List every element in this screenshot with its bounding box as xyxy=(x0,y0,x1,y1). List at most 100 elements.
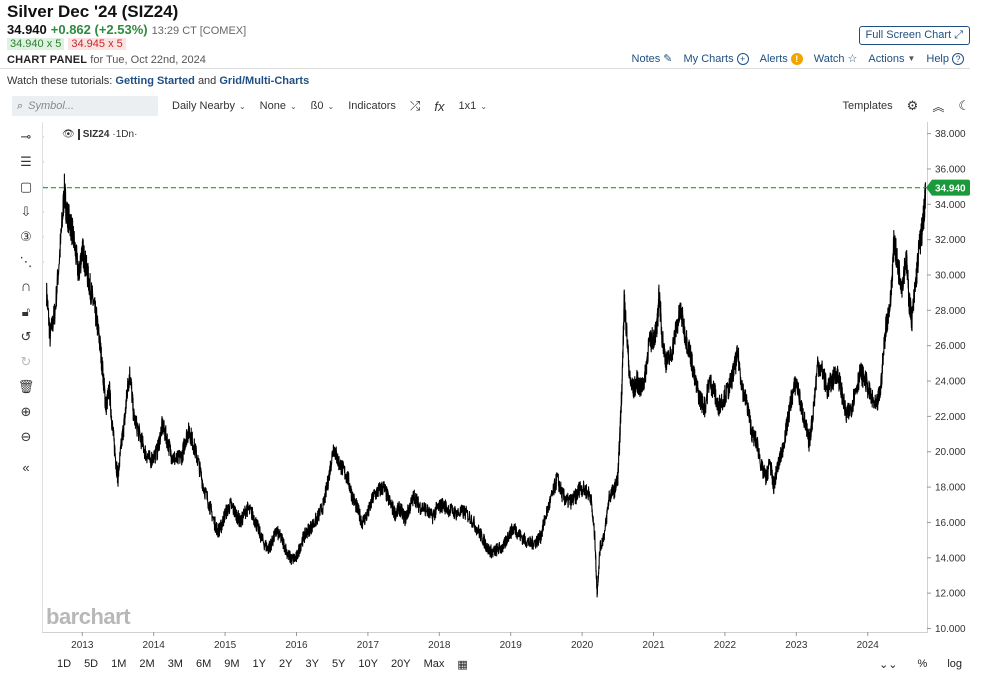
period-button-3y[interactable]: 3Y xyxy=(305,658,319,670)
chevron-down-icon: ⌄ xyxy=(289,101,297,111)
y-tick-label: 24.000 xyxy=(935,377,966,388)
zoom-in-icon[interactable]: ⊕ xyxy=(20,403,32,419)
chart-panel-label: CHART PANEL for Tue, Oct 22nd, 2024 xyxy=(7,54,206,66)
caret-down-icon: ▼ xyxy=(907,54,916,63)
question-icon: ? xyxy=(952,52,964,65)
y-tick-label: 26.000 xyxy=(935,341,966,352)
y-tick-label: 22.000 xyxy=(935,412,966,423)
period-button-9m[interactable]: 9M xyxy=(224,658,240,670)
percent-toggle[interactable]: % xyxy=(917,658,928,670)
y-tick-label: 20.000 xyxy=(935,447,966,458)
drawing-tools-sidebar: ⊸ › ☰ › ▢ › ⇩ › ③ › ⋱ › ∩ 🔓︎ ↺ ↻ 🗑︎ ⊕ ⊖ « xyxy=(12,124,44,480)
ask-badge: 34.945 x 5 xyxy=(68,38,126,50)
y-tick-label: 36.000 xyxy=(935,164,966,175)
collapse-sidebar-icon[interactable]: « xyxy=(22,460,30,475)
alerts-link[interactable]: Alerts! xyxy=(759,52,803,65)
plus-circle-icon: + xyxy=(736,52,749,65)
x-tick-label: 2018 xyxy=(428,640,451,651)
calendar-icon[interactable]: ▦ xyxy=(457,659,468,671)
y-tick-label: 28.000 xyxy=(935,306,966,317)
actions-menu[interactable]: Actions ▼ xyxy=(868,53,915,65)
tutorials-line: Watch these tutorials: Getting Started a… xyxy=(7,75,309,87)
collapse-up-icon[interactable]: ︽ xyxy=(932,99,945,114)
search-icon: ⌕ xyxy=(17,99,24,112)
watch-link[interactable]: Watch ☆ xyxy=(814,52,858,66)
actions-label: Actions xyxy=(868,52,905,65)
full-screen-label: Full Screen Chart xyxy=(865,29,952,41)
bottom-right-controls: ⌄⌄ % log xyxy=(879,658,962,671)
quote-time: 13:29 CT [COMEX] xyxy=(151,25,247,37)
y-tick-label: 14.000 xyxy=(935,553,966,564)
period-button-1m[interactable]: 1M xyxy=(111,658,127,670)
period-button-2m[interactable]: 2M xyxy=(139,658,155,670)
period-button-3m[interactable]: 3M xyxy=(167,658,183,670)
period-button-1d[interactable]: 1D xyxy=(57,658,72,670)
eye-icon[interactable]: 👁︎ xyxy=(62,129,75,140)
gear-icon[interactable]: ⚙ xyxy=(906,98,919,113)
lock-icon[interactable]: 🔓︎ xyxy=(21,303,31,319)
y-tick-label: 34.000 xyxy=(935,200,966,211)
tutorials-prefix: Watch these tutorials: xyxy=(7,75,113,87)
panel-date: for Tue, Oct 22nd, 2024 xyxy=(90,54,206,66)
shuffle-icon[interactable]: ⤮ xyxy=(409,98,421,113)
aggregation-dropdown[interactable]: Daily Nearby ⌄ xyxy=(172,100,246,112)
period-button-1y[interactable]: 1Y xyxy=(252,658,266,670)
x-tick-label: 2013 xyxy=(71,640,94,651)
x-tick-label: 2019 xyxy=(500,640,523,651)
period-button-2y[interactable]: 2Y xyxy=(279,658,293,670)
top-nav: Notes ✎ My Charts + Alerts! Watch ☆ Actions… xyxy=(632,52,964,65)
chevron-down-icon: ⌄ xyxy=(480,101,487,111)
magnet-icon[interactable]: ∩ xyxy=(20,278,32,295)
alerts-label: Alerts xyxy=(759,52,788,65)
layout-dropdown[interactable]: 1x1 ⌄ xyxy=(458,100,486,112)
bar-type-dropdown[interactable]: ß0 ⌄ xyxy=(311,100,335,112)
my-charts-link[interactable]: My Charts + xyxy=(683,52,749,65)
moon-icon[interactable]: ☾ xyxy=(958,98,970,113)
log-toggle[interactable]: log xyxy=(947,658,962,670)
edit-icon: ✎ xyxy=(663,53,673,65)
quote-line: 34.940 +0.862 (+2.53%) 13:29 CT [COMEX] xyxy=(7,22,246,37)
price-line-siz24 xyxy=(46,173,927,598)
x-tick-label: 2016 xyxy=(285,640,308,651)
full-screen-chart-button[interactable]: Full Screen Chart ⤢ xyxy=(858,26,970,45)
help-link[interactable]: Help? xyxy=(926,52,964,65)
chart-frame xyxy=(42,122,928,633)
redo-icon[interactable]: ↻ xyxy=(20,353,32,369)
expand-icon: ⤢ xyxy=(954,29,963,41)
period-button-max[interactable]: Max xyxy=(423,658,445,670)
page-title: Silver Dec '24 (SIZ24) xyxy=(7,2,179,21)
y-tick-label: 10.000 xyxy=(935,624,966,635)
trash-icon[interactable]: 🗑︎ xyxy=(17,378,35,394)
compare-dropdown[interactable]: None ⌄ xyxy=(260,100,297,112)
templates-button[interactable]: Templates xyxy=(842,100,893,112)
bid-badge: 34.940 x 5 xyxy=(7,38,65,50)
x-tick-label: 2022 xyxy=(714,640,737,651)
fx-button[interactable]: fx xyxy=(434,99,444,114)
symbol-search-input[interactable]: ⌕ Symbol... xyxy=(12,96,158,116)
x-tick-label: 2015 xyxy=(214,640,237,651)
compare-label: None xyxy=(259,100,286,112)
aggregation-label: Daily Nearby xyxy=(172,100,235,112)
zoom-out-icon[interactable]: ⊖ xyxy=(20,428,32,444)
last-price-label: 34.940 xyxy=(935,183,966,194)
star-icon: ☆ xyxy=(847,53,858,65)
period-button-5y[interactable]: 5Y xyxy=(331,658,346,670)
period-button-10y[interactable]: 10Y xyxy=(358,658,378,670)
scroll-down-icon[interactable]: ⌄⌄ xyxy=(879,659,898,671)
price-change: +0.862 (+2.53%) xyxy=(50,22,148,37)
x-tick-label: 2023 xyxy=(785,640,808,651)
notes-link[interactable]: Notes ✎ xyxy=(632,52,673,66)
x-tick-label: 2021 xyxy=(642,640,665,651)
divider xyxy=(0,68,970,69)
fx-label: fx xyxy=(434,98,445,114)
getting-started-link[interactable]: Getting Started xyxy=(115,75,195,87)
period-button-5d[interactable]: 5D xyxy=(84,658,99,670)
panel-title: CHART PANEL xyxy=(7,54,88,66)
grid-multi-charts-link[interactable]: Grid/Multi-Charts xyxy=(219,75,310,87)
y-tick-label: 18.000 xyxy=(935,483,966,494)
period-button-20y[interactable]: 20Y xyxy=(390,658,411,670)
period-button-6m[interactable]: 6M xyxy=(195,658,212,670)
undo-icon[interactable]: ↺ xyxy=(20,328,32,344)
indicators-button[interactable]: Indicators xyxy=(348,100,396,112)
